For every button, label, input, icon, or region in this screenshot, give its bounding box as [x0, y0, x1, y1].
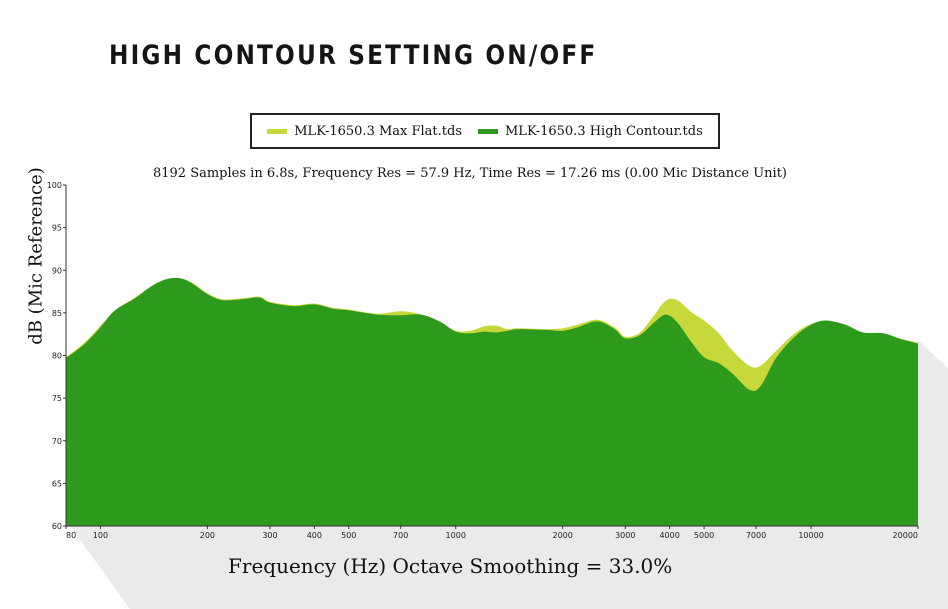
y-tick-label: 75 [52, 394, 62, 403]
y-tick-label: 85 [52, 309, 62, 318]
x-tick-label: 100 [93, 531, 108, 540]
x-tick-label: 400 [307, 531, 322, 540]
series-layer [66, 277, 918, 526]
y-tick-label: 80 [52, 352, 62, 361]
x-tick-label: 2000 [553, 531, 573, 540]
x-tick-label: 3000 [615, 531, 635, 540]
x-tick-label: 5000 [694, 531, 714, 540]
x-tick-label: 20000 [893, 531, 918, 540]
x-tick-label: 700 [393, 531, 408, 540]
chart-subtitle: 8192 Samples in 6.8s, Frequency Res = 57… [152, 166, 788, 181]
legend-item-high-contour: MLK-1650.3 High Contour.tds [478, 124, 703, 139]
y-tick-label: 100 [47, 181, 62, 190]
x-tick-label: 10000 [798, 531, 823, 540]
x-tick-label: 500 [341, 531, 356, 540]
legend-label-high-contour: MLK-1650.3 High Contour.tds [505, 123, 703, 139]
legend-swatch-high-contour [478, 128, 498, 134]
y-tick-label: 60 [52, 522, 62, 531]
legend-label-max-flat: MLK-1650.3 Max Flat.tds [294, 123, 462, 139]
legend-swatch-max-flat [267, 128, 288, 134]
x-tick-label: 200 [200, 531, 215, 540]
page-title: HIGH CONTOUR SETTING ON/OFF [109, 40, 598, 71]
chart-legend: MLK-1650.3 Max Flat.tds MLK-1650.3 High … [250, 113, 720, 149]
x-tick-label: 300 [262, 531, 277, 540]
x-tick-label: 4000 [659, 531, 679, 540]
x-axis-label: Frequency (Hz) Octave Smoothing = 33.0% [228, 554, 673, 578]
series-area-1 [66, 277, 918, 526]
x-tick-label: 7000 [746, 531, 766, 540]
legend-item-max-flat: MLK-1650.3 Max Flat.tds [267, 124, 462, 139]
y-tick-label: 95 [52, 224, 62, 233]
x-tick-label: 1000 [446, 531, 466, 540]
y-tick-label: 65 [52, 479, 62, 488]
y-tick-label: 70 [52, 437, 62, 446]
x-tick-label: 80 [66, 531, 76, 540]
y-tick-label: 90 [52, 266, 62, 275]
axis-layer: 60 65 70 75 80 85 90 95 100 80 100 200 300 400 500 700 1… [47, 181, 919, 540]
